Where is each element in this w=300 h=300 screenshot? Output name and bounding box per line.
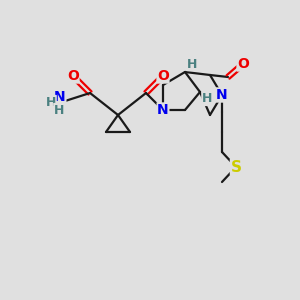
Text: S: S [230,160,242,175]
Text: H: H [202,92,212,106]
Text: N: N [157,103,169,117]
Text: H: H [46,95,56,109]
Text: N: N [216,88,228,102]
Text: O: O [237,57,249,71]
Text: O: O [67,69,79,83]
Text: H: H [54,103,64,116]
Text: N: N [54,90,66,104]
Text: H: H [187,58,197,70]
Text: O: O [157,69,169,83]
